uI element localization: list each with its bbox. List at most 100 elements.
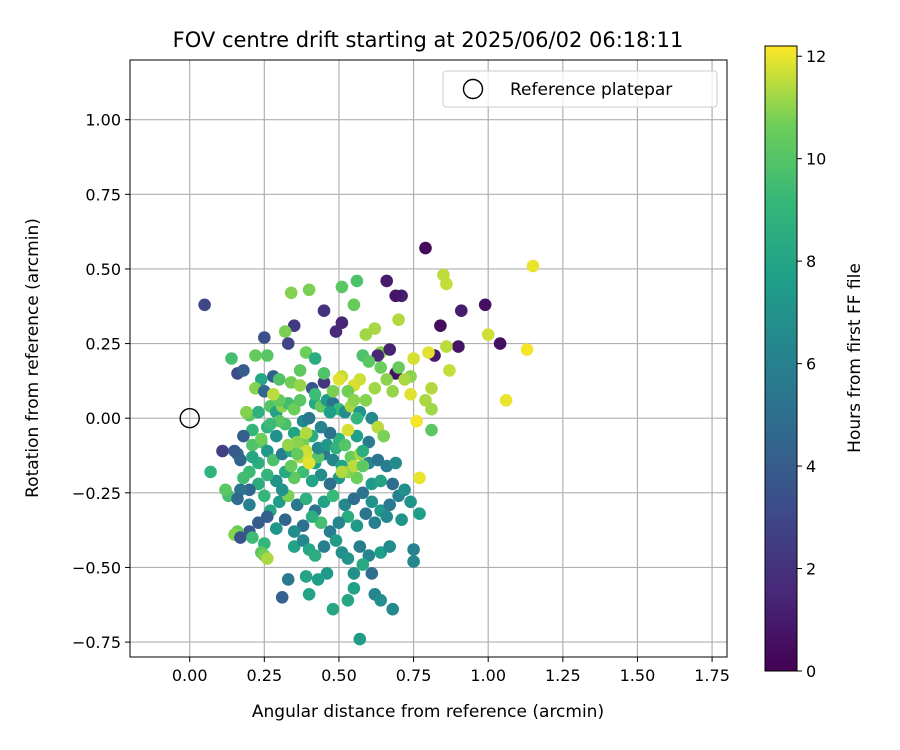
data-point bbox=[258, 489, 271, 503]
data-point bbox=[404, 495, 417, 509]
data-point bbox=[216, 444, 229, 458]
data-point bbox=[287, 471, 301, 485]
data-point bbox=[287, 319, 301, 333]
data-point bbox=[302, 411, 316, 425]
data-point bbox=[359, 394, 373, 407]
data-point bbox=[323, 477, 337, 491]
data-point bbox=[347, 459, 361, 473]
x-tick-label: 0.25 bbox=[247, 666, 283, 685]
data-point bbox=[326, 489, 340, 503]
colorbar-tick-label: 0 bbox=[806, 662, 816, 681]
data-point bbox=[374, 474, 388, 488]
data-point bbox=[386, 385, 400, 398]
x-tick-label: 1.75 bbox=[694, 666, 730, 685]
data-point bbox=[380, 373, 394, 386]
data-point bbox=[225, 352, 238, 365]
colorbar-tick-label: 10 bbox=[806, 150, 826, 169]
data-point bbox=[249, 349, 262, 362]
data-point bbox=[267, 388, 280, 401]
data-point bbox=[341, 552, 355, 565]
data-point bbox=[261, 444, 274, 458]
data-point bbox=[273, 495, 286, 509]
reference-platepar-marker bbox=[179, 408, 200, 429]
data-point bbox=[317, 540, 331, 553]
data-point bbox=[413, 507, 426, 520]
colorbar-gradient bbox=[764, 45, 798, 672]
data-point bbox=[374, 594, 388, 607]
data-point bbox=[419, 394, 432, 407]
data-point bbox=[270, 522, 283, 535]
data-point bbox=[520, 343, 534, 356]
y-axis-ticks: −0.75 −0.50 −0.25 0.00 0.25 0.50 0.75 1.00 bbox=[72, 111, 130, 652]
data-point bbox=[305, 474, 319, 488]
data-points bbox=[198, 241, 540, 646]
data-point bbox=[281, 573, 295, 586]
data-point bbox=[252, 405, 265, 419]
data-point bbox=[228, 444, 241, 458]
data-point bbox=[440, 277, 453, 291]
data-point bbox=[368, 516, 382, 529]
data-point bbox=[335, 465, 349, 479]
data-point bbox=[261, 510, 274, 523]
data-point bbox=[323, 405, 337, 419]
data-point bbox=[246, 531, 259, 544]
data-point bbox=[413, 471, 426, 485]
data-point bbox=[314, 420, 328, 434]
data-point bbox=[332, 373, 346, 386]
data-point bbox=[237, 429, 250, 443]
data-point bbox=[302, 456, 316, 470]
colorbar: 0 2 4 6 8 10 12 Hours from first FF file bbox=[764, 45, 865, 681]
x-axis-ticks: 0.00 0.25 0.50 0.75 1.00 1.25 1.50 1.75 bbox=[172, 657, 730, 685]
data-point bbox=[389, 456, 403, 470]
data-point bbox=[371, 349, 385, 362]
data-point bbox=[234, 453, 247, 467]
data-point bbox=[243, 498, 256, 512]
data-point bbox=[275, 483, 289, 497]
data-point bbox=[261, 468, 274, 482]
data-point bbox=[404, 388, 417, 401]
data-point bbox=[362, 355, 376, 368]
data-point bbox=[386, 477, 400, 491]
data-point bbox=[264, 417, 277, 431]
data-point bbox=[374, 546, 388, 559]
data-point bbox=[383, 498, 397, 512]
data-point bbox=[362, 549, 376, 562]
y-tick-label: −0.25 bbox=[72, 484, 121, 503]
data-point bbox=[317, 367, 331, 380]
data-point bbox=[368, 322, 382, 335]
legend: Reference platepar bbox=[442, 70, 718, 108]
data-point bbox=[323, 525, 337, 538]
data-point bbox=[526, 259, 540, 273]
data-point bbox=[281, 337, 295, 350]
y-tick-label: −0.50 bbox=[72, 558, 121, 577]
colorbar-tick-label: 4 bbox=[806, 457, 816, 476]
data-point bbox=[371, 453, 385, 467]
data-point bbox=[419, 241, 432, 255]
data-point bbox=[425, 402, 438, 416]
data-point bbox=[314, 468, 328, 482]
data-point bbox=[302, 588, 316, 601]
data-point bbox=[317, 376, 331, 389]
data-point bbox=[359, 507, 373, 520]
data-point bbox=[478, 298, 492, 312]
data-point bbox=[323, 426, 337, 440]
data-point bbox=[353, 540, 367, 553]
data-point bbox=[234, 531, 247, 544]
data-point bbox=[267, 453, 280, 467]
data-point bbox=[407, 555, 420, 568]
data-point bbox=[332, 516, 346, 529]
data-point bbox=[296, 534, 310, 547]
data-point bbox=[287, 402, 301, 416]
data-point bbox=[377, 429, 391, 443]
data-point bbox=[395, 513, 408, 526]
data-point bbox=[380, 274, 394, 288]
data-point bbox=[398, 483, 411, 497]
data-point bbox=[246, 438, 259, 452]
data-point bbox=[278, 513, 292, 526]
data-point bbox=[493, 337, 507, 350]
data-point bbox=[314, 516, 328, 529]
data-point bbox=[204, 465, 217, 479]
data-point bbox=[270, 474, 283, 488]
data-point bbox=[261, 349, 274, 362]
